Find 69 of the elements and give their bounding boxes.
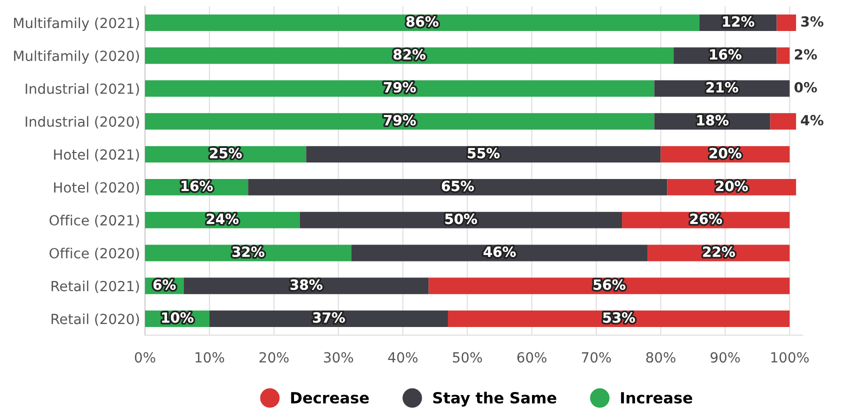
bar [144,47,674,64]
data-label: 46% [484,246,516,257]
data-label: 26% [690,214,722,224]
data-label: 25% [210,148,242,158]
data-label: 12% [723,16,754,27]
y-tick-label: Retail (2020) [52,313,139,326]
bar [770,113,796,130]
y-tick-label: Multifamily (2021) [14,17,139,31]
data-label: 65% [442,180,474,192]
x-tick-label: 0% [134,352,156,363]
data-label: 82% [394,49,426,60]
data-label: 56% [594,279,626,290]
y-tick-label: Multifamily (2020) [14,50,139,64]
data-label: 18% [697,114,728,126]
data-label: 24% [206,214,239,224]
bar [248,178,668,196]
bar [184,278,429,294]
bar [776,14,796,31]
bar [448,310,790,327]
x-tick-label: 60% [517,352,546,363]
data-label: 79% [384,82,416,93]
x-tick-label: 50% [452,352,482,363]
data-label: 55% [468,148,500,158]
data-label: 0% [794,82,817,93]
data-label: 86% [406,16,438,27]
data-label: 10% [162,312,194,323]
bar [776,47,790,64]
data-label: 53% [603,312,635,323]
bar [351,244,648,262]
data-label: 16% [710,49,742,60]
bar [144,80,654,97]
x-tick-label: 80% [646,352,676,363]
data-label: 6% [153,279,176,290]
data-label: 20% [710,148,742,158]
data-label: 79% [384,114,416,126]
bar [144,14,700,31]
legend-label: Stay the Same [433,392,556,407]
data-label: 16% [182,180,213,192]
y-tick-label: Hotel (2021) [54,149,139,162]
x-tick-label: 10% [196,352,224,363]
data-label: 4% [800,114,824,126]
data-label: 3% [801,16,824,27]
y-tick-label: Industrial (2021) [26,83,139,96]
y-tick-label: Office (2021) [50,214,139,228]
data-label: 32% [232,246,264,257]
data-label: 21% [706,82,738,93]
data-label: 37% [313,312,345,323]
x-tick-label: 70% [582,352,611,363]
data-label: 38% [290,279,322,290]
y-tick-label: Retail (2021) [52,280,139,293]
legend-label: Decrease [291,392,369,404]
y-tick-label: Industrial (2020) [26,116,139,129]
data-label: 50% [445,214,478,224]
bar [300,212,622,228]
bar [209,310,448,327]
x-tick-label: 100% [771,352,809,363]
bar [428,278,790,294]
legend-label: Increase [621,392,692,404]
x-tick-label: 90% [710,352,740,363]
bar [144,113,654,130]
bar [306,146,661,163]
y-tick-label: Office (2020) [50,248,139,260]
x-tick-label: 30% [324,352,354,363]
x-tick-label: 40% [388,352,418,363]
x-tick-label: 20% [260,352,289,363]
y-tick-label: Hotel (2020) [54,182,139,194]
data-label: 20% [716,180,748,192]
data-label: 2% [794,49,817,60]
data-label: 22% [703,246,735,257]
